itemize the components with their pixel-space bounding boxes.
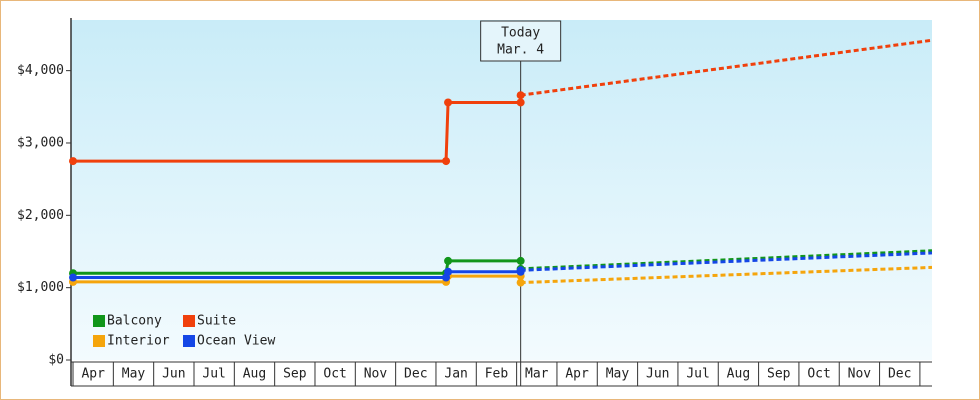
data-point [442, 157, 451, 166]
x-tick-label: Apr [81, 367, 105, 382]
forecast-line [520, 38, 933, 97]
forecast-point [516, 91, 525, 100]
y-tick-label: $3,000 [17, 135, 64, 150]
data-point [516, 98, 525, 107]
forecast-point [516, 266, 525, 275]
x-tick-label: Oct [807, 367, 830, 382]
x-tick-label: Oct [323, 367, 346, 382]
forecast-line [520, 265, 933, 285]
y-tick-label: $4,000 [17, 63, 64, 78]
today-box [480, 20, 562, 62]
today-label: Mar. 4 [497, 43, 544, 58]
data-point [516, 256, 525, 265]
forecast-line [520, 251, 933, 272]
x-tick-label: Dec [888, 367, 911, 382]
series-line [73, 259, 521, 275]
legend-label: Suite [197, 314, 236, 329]
forecast-line [520, 249, 933, 271]
legend-swatch [93, 315, 105, 327]
x-tick-label: Jul [202, 367, 225, 382]
forecast-point [516, 278, 525, 287]
legend-swatch [183, 335, 195, 347]
legend-swatch [93, 335, 105, 347]
legend-label: Interior [107, 334, 170, 349]
x-tick-label: Nov [364, 367, 388, 382]
x-tick-label: Nov [848, 367, 872, 382]
x-tick-label: May [122, 367, 146, 382]
x-tick-label: Jan [444, 367, 467, 382]
x-tick-label: Apr [565, 367, 589, 382]
legend-swatch [183, 315, 195, 327]
y-tick-label: $2,000 [17, 208, 64, 223]
data-point [69, 157, 78, 166]
y-tick-label: $1,000 [17, 280, 64, 295]
today-label: Today [501, 26, 540, 41]
data-point [444, 98, 453, 107]
data-point [69, 273, 78, 282]
series-line [73, 100, 521, 163]
x-tick-label: Sep [283, 367, 307, 382]
x-tick-label: Mar [525, 367, 549, 382]
x-tick-label: Jun [646, 367, 669, 382]
x-tick-label: Sep [767, 367, 791, 382]
x-tick-label: Jun [162, 367, 185, 382]
data-point [444, 256, 453, 265]
x-tick-label: Aug [727, 367, 750, 382]
x-tick-label: Dec [404, 367, 427, 382]
x-tick-label: May [606, 367, 630, 382]
x-tick-label: Feb [485, 367, 509, 382]
plot-background [71, 20, 932, 360]
legend-label: Ocean View [197, 334, 275, 349]
x-tick-label: Jul [686, 367, 709, 382]
y-tick-label: $0 [48, 353, 64, 368]
legend-label: Balcony [107, 314, 162, 329]
x-tick-label: Aug [243, 367, 266, 382]
data-point [444, 267, 453, 276]
